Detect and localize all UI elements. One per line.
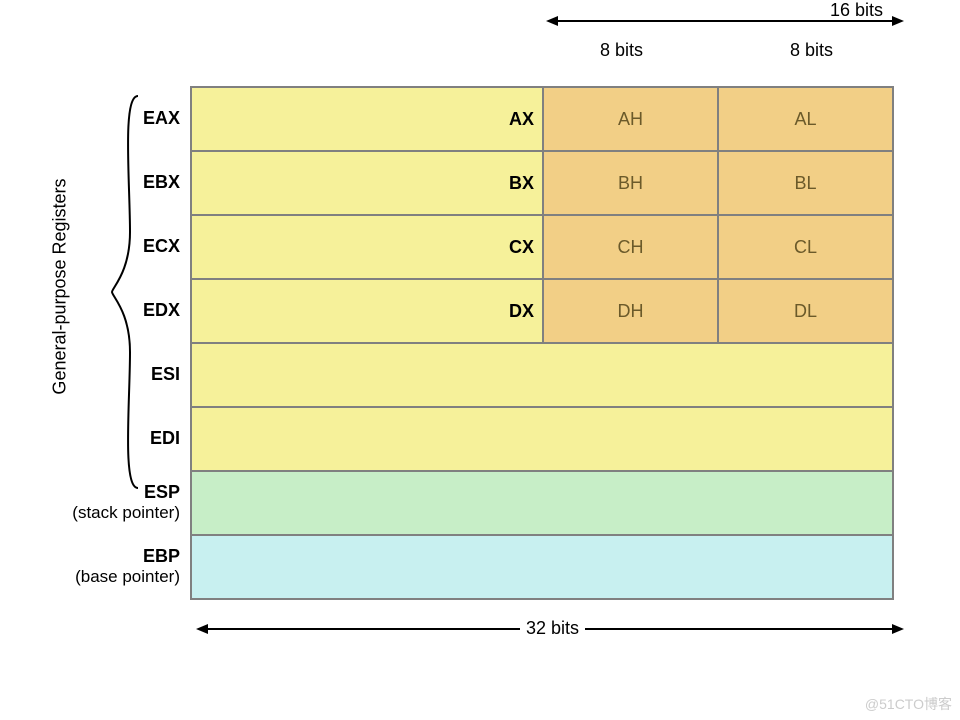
label-32bits: 32 bits <box>520 618 585 639</box>
label-16bits: 16 bits <box>830 0 883 21</box>
reg-label-esp: ESP <box>144 482 180 503</box>
reg8-bl: BL <box>717 152 892 214</box>
register-grid: AX AH AL BX BH BL CX CH CL DX DH DL <box>190 86 894 600</box>
row-edi <box>192 408 892 472</box>
arrow-32bit-head-left <box>196 624 208 634</box>
reg16-ax: AX <box>509 109 534 130</box>
row-ecx: CX CH CL <box>192 216 892 280</box>
arrow-32bit-head-right <box>892 624 904 634</box>
reg-label-ecx: ECX <box>143 236 180 257</box>
reg16-dx: DX <box>509 301 534 322</box>
arrow-16bit-head-left <box>546 16 558 26</box>
register-diagram: 16 bits 8 bits 8 bits General-purpose Re… <box>40 8 940 664</box>
top-bit-header: 16 bits 8 bits 8 bits <box>200 8 900 86</box>
row-edx: DX DH DL <box>192 280 892 344</box>
reg8-bh: BH <box>542 152 717 214</box>
reg8-al: AL <box>717 88 892 150</box>
reg-label-eax: EAX <box>143 108 180 129</box>
row-ebp <box>192 536 892 600</box>
reg8-dl: DL <box>717 280 892 342</box>
row-ebx: BX BH BL <box>192 152 892 216</box>
reg8-dh: DH <box>542 280 717 342</box>
reg-label-esi: ESI <box>151 364 180 385</box>
reg8-ah: AH <box>542 88 717 150</box>
reg-label-ebp: EBP <box>143 546 180 567</box>
reg8-cl: CL <box>717 216 892 278</box>
reg8-ch: CH <box>542 216 717 278</box>
label-8bits-left: 8 bits <box>600 40 643 61</box>
reg-sublabel-esp: (stack pointer) <box>72 503 180 523</box>
watermark-text: @51CTO博客 <box>865 694 952 714</box>
brace-icon <box>108 92 148 492</box>
row-esp <box>192 472 892 536</box>
label-8bits-right: 8 bits <box>790 40 833 61</box>
reg-label-edx: EDX <box>143 300 180 321</box>
row-esi <box>192 344 892 408</box>
row-eax: AX AH AL <box>192 88 892 152</box>
reg16-bx: BX <box>509 173 534 194</box>
side-label-general-purpose: General-purpose Registers <box>50 177 71 397</box>
reg16-cx: CX <box>509 237 534 258</box>
reg-label-ebx: EBX <box>143 172 180 193</box>
arrow-16bit-head-right <box>892 16 904 26</box>
reg-sublabel-ebp: (base pointer) <box>75 567 180 587</box>
bottom-bit-footer: 32 bits <box>200 614 900 664</box>
reg-label-edi: EDI <box>150 428 180 449</box>
